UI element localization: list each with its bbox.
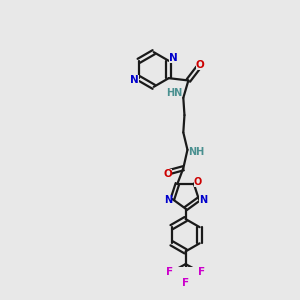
Text: F: F: [166, 266, 173, 277]
Text: N: N: [164, 195, 172, 205]
Text: HN: HN: [166, 88, 182, 98]
Text: N: N: [199, 195, 207, 205]
Text: N: N: [130, 76, 139, 85]
Text: NH: NH: [189, 147, 205, 157]
Text: O: O: [164, 169, 172, 178]
Text: N: N: [169, 53, 177, 63]
Text: O: O: [194, 177, 202, 188]
Text: O: O: [196, 61, 204, 70]
Text: F: F: [182, 278, 189, 288]
Text: F: F: [199, 266, 206, 277]
